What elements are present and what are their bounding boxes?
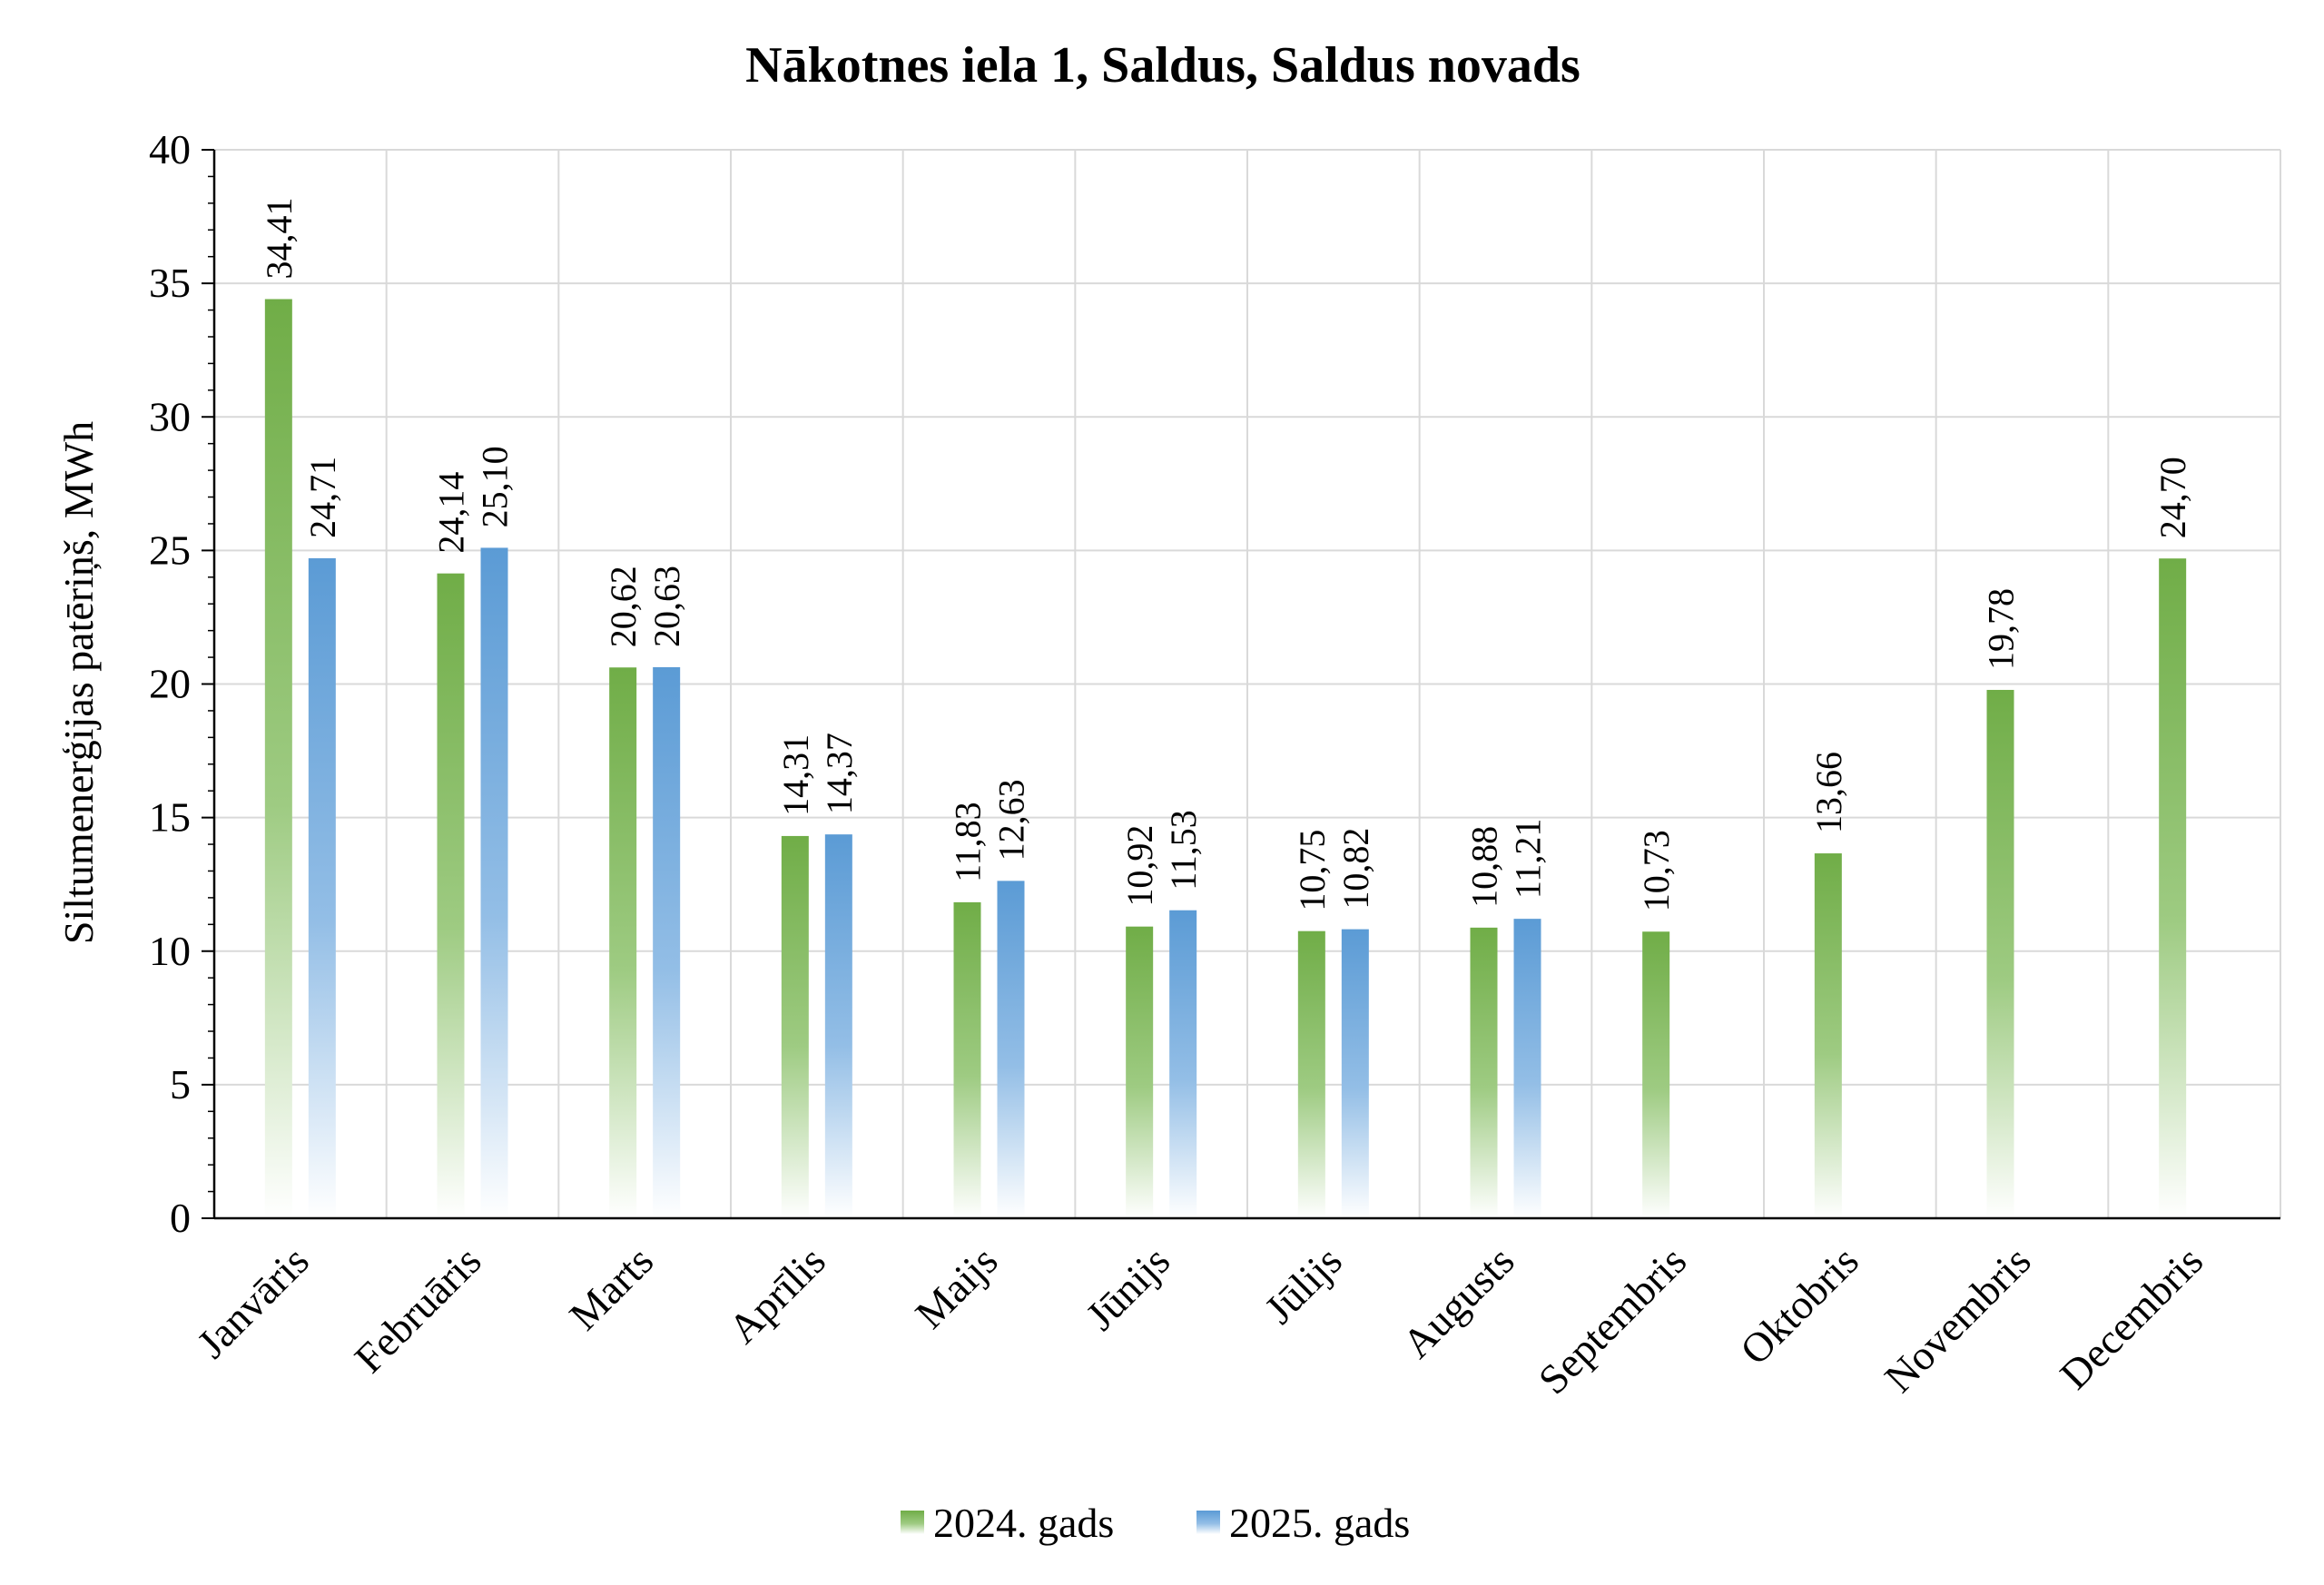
bar-2025: [824, 834, 852, 1218]
bar-2025: [480, 547, 508, 1218]
x-tick-label: Decembris: [2051, 1237, 2211, 1398]
data-label: 11,83: [948, 802, 989, 882]
x-tick-label: Jūnijs: [1077, 1237, 1178, 1339]
y-tick-label: 10: [149, 928, 191, 974]
bar-2024: [1297, 930, 1325, 1218]
bar-2025: [653, 666, 681, 1218]
bar-2024: [1642, 931, 1670, 1218]
y-tick-label: 35: [149, 260, 191, 306]
bar-2025: [1513, 919, 1541, 1218]
axes: [202, 149, 2280, 1220]
data-label: 12,63: [991, 779, 1032, 861]
bar-2024: [1986, 689, 2014, 1218]
legend-label-2024: 2024. gads: [933, 1500, 1114, 1546]
x-tick-label: Aprīlis: [719, 1237, 833, 1352]
x-tick-label: Maijs: [906, 1237, 1006, 1337]
data-label: 10,82: [1335, 828, 1376, 910]
y-axis-label: Siltumenerģijas patēriņš, MWh: [55, 421, 102, 944]
bar-2025: [997, 881, 1025, 1218]
bar-2024: [437, 573, 465, 1218]
data-label: 10,88: [1464, 826, 1505, 908]
bar-2024: [609, 667, 637, 1218]
data-label: 19,78: [1981, 588, 2022, 670]
legend-label-2025: 2025. gads: [1229, 1500, 1410, 1546]
bar-2024: [953, 901, 981, 1218]
data-label: 11,21: [1508, 819, 1549, 900]
x-tick-label: Augusts: [1393, 1237, 1523, 1367]
y-tick-labels: 0 5 10 15 20 25 30 35 40: [149, 126, 191, 1241]
data-label: 10,92: [1119, 825, 1160, 907]
legend-swatch-2024: [901, 1511, 924, 1534]
bar-2024: [1814, 853, 1842, 1218]
y-tick-label: 25: [149, 527, 191, 573]
bar-2025: [1169, 910, 1197, 1218]
bar-2025: [308, 557, 336, 1218]
data-label: 10,73: [1636, 830, 1677, 911]
data-label: 20,62: [603, 566, 644, 647]
legend-swatch-2025: [1196, 1511, 1220, 1534]
bar-2024: [264, 299, 292, 1219]
bar-2024: [1470, 927, 1498, 1218]
data-label: 14,31: [775, 734, 816, 816]
y-tick-label: 30: [149, 393, 191, 439]
bars: [264, 299, 2187, 1219]
x-tick-label: Februāris: [346, 1237, 490, 1382]
bar-2025: [1341, 929, 1369, 1218]
legend: 2024. gads 2025. gads: [901, 1500, 1410, 1546]
x-tick-label: Jūlijs: [1256, 1237, 1351, 1333]
data-label: 14,37: [819, 733, 860, 814]
bar-2024: [2159, 558, 2187, 1218]
x-tick-label: Novembris: [1876, 1237, 2040, 1402]
data-label: 34,41: [259, 197, 300, 279]
x-tick-label: Janvāris: [188, 1237, 318, 1367]
x-tick-label: Marts: [560, 1237, 662, 1339]
bar-2024: [1126, 926, 1154, 1218]
data-label: 25,10: [475, 446, 516, 527]
data-label: 10,75: [1292, 830, 1333, 911]
chart-title: Nākotnes iela 1, Saldus, Saldus novads: [745, 37, 1581, 94]
data-label: 20,63: [646, 566, 687, 647]
data-label: 13,66: [1808, 752, 1849, 833]
data-label: 11,53: [1163, 810, 1204, 891]
grid: [214, 149, 2281, 1218]
x-tick-label: Oktobris: [1731, 1237, 1867, 1373]
y-tick-label: 20: [149, 661, 191, 707]
bar-2024: [781, 835, 809, 1218]
data-labels: 34,41 24,14 20,62 14,31 11,83 10,92 10,75 10,88…: [259, 197, 2193, 911]
data-label: 24,14: [431, 472, 472, 554]
y-tick-label: 15: [149, 794, 191, 841]
category-labels: Janvāris Februāris Marts Aprīlis Maijs Jūnijs…: [188, 1237, 2211, 1403]
y-tick-label: 5: [170, 1061, 191, 1108]
data-label: 24,70: [2152, 457, 2193, 538]
data-label: 24,71: [302, 457, 343, 538]
y-tick-label: 0: [170, 1195, 191, 1241]
x-tick-label: Septembris: [1530, 1237, 1695, 1403]
y-tick-label: 40: [149, 126, 191, 172]
